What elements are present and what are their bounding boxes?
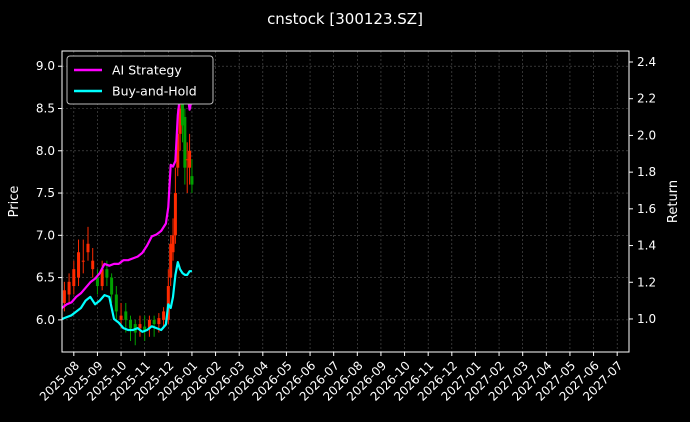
candle-body (169, 243, 173, 278)
y2-tick-label: 2.0 (637, 128, 656, 142)
candle-body (105, 269, 109, 278)
candle-body (138, 324, 142, 329)
series-line-buy-and-hold (61, 261, 192, 333)
candle-body (114, 294, 118, 312)
candle-body (77, 252, 81, 278)
candle-body (178, 108, 182, 134)
candle-body (188, 150, 192, 168)
candle-body (176, 133, 180, 168)
candle-body (143, 326, 147, 331)
y-tick-label: 9.0 (36, 59, 55, 73)
candle-body (72, 269, 76, 287)
candle-body (183, 116, 187, 168)
y-axis-label: Price (7, 186, 22, 218)
legend-box (66, 55, 214, 105)
candle-body (100, 269, 104, 287)
y-tick-label: 7.5 (36, 186, 55, 200)
candle-body (147, 319, 151, 329)
candle-body (157, 318, 161, 325)
y2-tick-label: 2.2 (637, 92, 656, 106)
y-tick-label: 6.5 (36, 271, 55, 285)
candle-body (95, 277, 99, 287)
y-tick-label: 6.0 (36, 313, 55, 327)
candle-body (124, 311, 128, 320)
candle-body (81, 260, 85, 262)
series-line-ai-strategy (61, 64, 193, 309)
candle-body (62, 290, 66, 303)
candle-body (180, 100, 184, 126)
candle-body (110, 277, 114, 295)
candle-body (86, 243, 90, 253)
y-tick-label: 8.5 (36, 101, 55, 115)
candle-body (162, 311, 166, 320)
y-tick-label: 7.0 (36, 228, 55, 242)
chart-title: cnstock [300123.SZ] (267, 10, 423, 28)
y2-tick-label: 1.8 (637, 165, 656, 179)
candlesticks (62, 83, 194, 346)
candle-body (91, 260, 95, 270)
legend: AI Strategy Buy-and-Hold (66, 55, 214, 105)
candle-body (185, 159, 189, 161)
y2-tick-label: 2.4 (637, 55, 656, 69)
grid (62, 51, 629, 352)
candle-body (119, 315, 123, 320)
y2-tick-label: 1.4 (637, 239, 656, 253)
plot-frame (61, 50, 630, 353)
candle-body (173, 193, 177, 236)
y-tick-label: 8.0 (36, 144, 55, 158)
series-lines (61, 64, 193, 333)
candle-body (166, 286, 170, 320)
candle-body (129, 319, 133, 329)
legend-label: AI Strategy (112, 63, 182, 78)
legend-label: Buy-and-Hold (112, 84, 197, 99)
y2-tick-label: 1.2 (637, 275, 656, 289)
candle-body (171, 235, 175, 253)
y2-tick-label: 1.6 (637, 202, 656, 216)
candle-body (190, 176, 194, 185)
candle-body (67, 281, 71, 295)
y2-tick-label: 1.0 (637, 312, 656, 326)
y2-axis-label: Return (666, 180, 681, 223)
candle-body (152, 319, 156, 325)
